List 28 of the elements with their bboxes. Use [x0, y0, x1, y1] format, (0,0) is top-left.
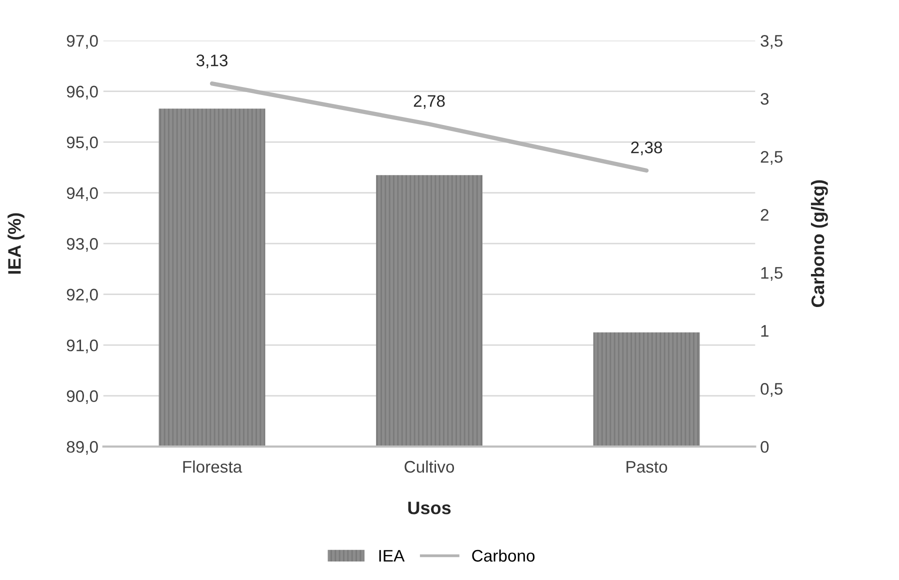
y2-tick-label: 0 — [760, 441, 769, 453]
legend-label: Carbono — [472, 549, 535, 562]
y2-tick-label: 1 — [761, 325, 768, 337]
x-tick-label: Cultivo — [404, 460, 454, 473]
y-tick-label: 93,0 — [66, 238, 98, 252]
y2-tick-label: 1,5 — [761, 267, 782, 281]
legend-label: IEA — [379, 550, 405, 562]
y-tick-label: 96,0 — [66, 86, 98, 100]
y2-tick-label: 0,5 — [760, 383, 782, 397]
y-tick-label: 95,0 — [66, 136, 98, 150]
y2-tick-label: 2,5 — [760, 151, 782, 165]
y-tick-label: 92,0 — [66, 288, 98, 303]
x-tick-label: Floresta — [183, 460, 242, 473]
y-tick-label: 94,0 — [66, 187, 98, 202]
y2-tick-label: 3,5 — [760, 35, 782, 49]
y-axis-title: IEA (%) — [8, 213, 24, 274]
y-tick-label: 90,0 — [66, 390, 98, 404]
y2-tick-label: 3 — [760, 93, 769, 105]
data-label: 2,38 — [631, 142, 662, 156]
x-tick-label: Pasto — [626, 461, 668, 473]
data-label: 2,78 — [414, 95, 445, 109]
y-tick-label: 91,0 — [66, 340, 98, 354]
y2-tick-label: 2 — [760, 209, 768, 221]
data-label: 3,13 — [196, 54, 228, 68]
y-tick-label: 89,0 — [66, 441, 98, 455]
x-axis-title: Usos — [408, 502, 451, 514]
y2-axis-title: Carbono (g/kg) — [810, 180, 828, 308]
y-tick-label: 97,0 — [66, 35, 98, 49]
